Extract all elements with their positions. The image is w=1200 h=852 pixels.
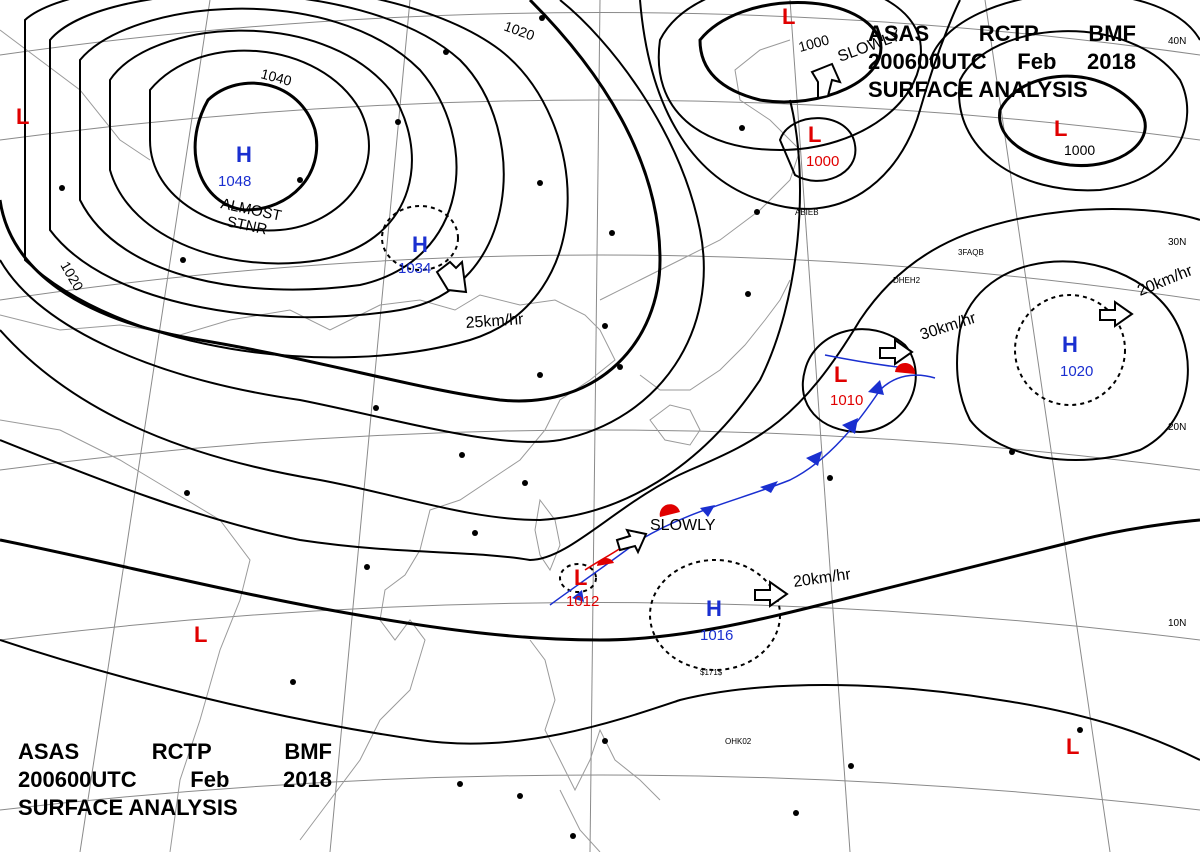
- movement-speed-label: 20km/hr: [1135, 262, 1196, 300]
- station-id: ABIEB: [795, 208, 819, 217]
- lat-label-10n: 10N: [1168, 618, 1186, 629]
- dashed-isobars: [381, 205, 1126, 671]
- high-center-symbol: H: [706, 596, 722, 621]
- isobar-label: 1000: [1064, 142, 1095, 158]
- isobars: [0, 0, 1200, 761]
- isobar-label: 1020: [502, 18, 537, 44]
- low-center-symbol: L: [16, 104, 29, 129]
- movement-speed-label: 25km/hr: [465, 311, 525, 332]
- low-center-value: 1010: [830, 392, 863, 409]
- chart-header-bottom: ASAS RCTP BMF 200600UTC Feb 2018 SURFACE…: [18, 738, 332, 822]
- low-center-symbol: L: [834, 362, 847, 387]
- movement-speed-label: SLOWLY: [650, 517, 716, 534]
- movement-labels: 25km/hr 30km/hr 20km/hr 20km/hr SLOWLY S…: [465, 27, 1196, 591]
- agency-code: ASAS: [868, 21, 930, 46]
- station-id: 3FAQB: [958, 248, 984, 257]
- high-center-value: 1020: [1060, 363, 1093, 380]
- station-id: OHK02: [725, 737, 752, 746]
- station-plots: [59, 15, 1083, 839]
- issue-time: 200600UTC: [868, 49, 987, 74]
- issue-month: Feb: [190, 767, 230, 792]
- movement-arrows: [435, 62, 1134, 608]
- chart-header-top: ASAS RCTP BMF 200600UTC Feb 2018 SURFACE…: [868, 20, 1136, 104]
- pressure-centers: H 1048 H 1034 H 1020 H 1016 L 1000 L 101…: [16, 4, 1093, 759]
- low-center-symbol: L: [782, 4, 795, 29]
- high-center-symbol: H: [1062, 332, 1078, 357]
- low-center-symbol: L: [1054, 116, 1067, 141]
- station-ids: ABIEB 3FAQB DHEH2 OHK02 $171$: [700, 208, 984, 746]
- low-center-value: 1000: [806, 153, 839, 170]
- annotations: ALMOST STNR: [219, 195, 283, 238]
- lat-label-20n: 20N: [1168, 422, 1186, 433]
- station-id: DHEH2: [893, 276, 921, 285]
- isobar-label: 1040: [259, 65, 293, 89]
- low-center-symbol: L: [808, 122, 821, 147]
- bulletin-code: BMF: [284, 739, 332, 764]
- low-center-symbol: L: [194, 622, 207, 647]
- latitude-labels: 40N 30N 20N 10N: [1168, 36, 1186, 629]
- movement-speed-label: 20km/hr: [792, 566, 852, 591]
- high-center-symbol: H: [236, 142, 252, 167]
- station-code: RCTP: [978, 21, 1039, 46]
- issue-time: 200600UTC: [18, 767, 137, 792]
- high-center-value: 1034: [398, 260, 431, 277]
- station-code: RCTP: [151, 739, 212, 764]
- chart-title: SURFACE ANALYSIS: [868, 77, 1088, 102]
- chart-title: SURFACE ANALYSIS: [18, 795, 238, 820]
- coastlines: [0, 29, 801, 852]
- isobar-label: 1000: [797, 31, 831, 55]
- low-center-value: 1012: [566, 593, 599, 610]
- lat-label-30n: 30N: [1168, 237, 1186, 248]
- bulletin-code: BMF: [1088, 21, 1136, 46]
- issue-year: 2018: [283, 767, 332, 792]
- station-id: $171$: [700, 668, 723, 677]
- high-center-symbol: H: [412, 232, 428, 257]
- high-center-value: 1016: [700, 627, 733, 644]
- movement-speed-label: 30km/hr: [918, 310, 979, 344]
- high-center-value: 1048: [218, 173, 251, 190]
- fronts: [549, 354, 936, 606]
- low-center-symbol: L: [1066, 734, 1079, 759]
- issue-year: 2018: [1087, 49, 1136, 74]
- agency-code: ASAS: [18, 739, 80, 764]
- low-center-symbol: L: [574, 565, 587, 590]
- issue-month: Feb: [1017, 49, 1057, 74]
- lat-label-40n: 40N: [1168, 36, 1186, 47]
